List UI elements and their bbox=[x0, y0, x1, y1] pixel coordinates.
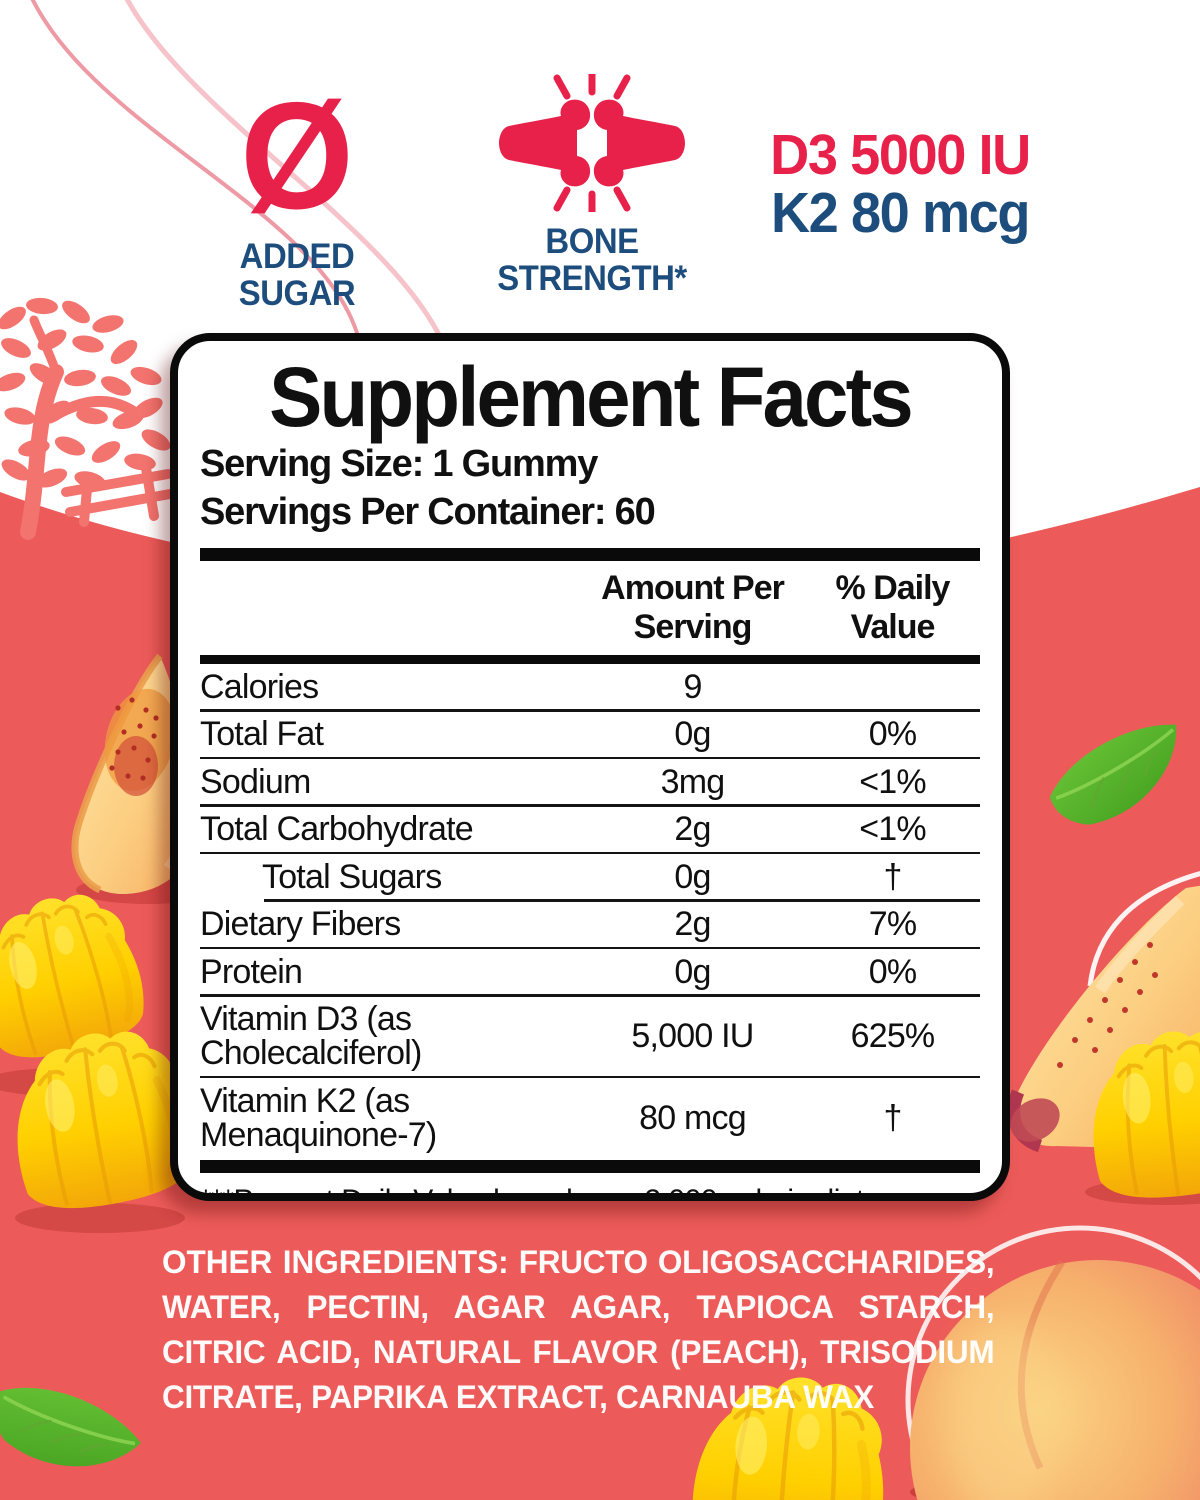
nutrition-rows: Calories 9 Total Fat 0g 0% Sodium 3mg <1… bbox=[200, 664, 980, 1157]
nutrition-row: Calories 9 bbox=[200, 664, 980, 709]
nutrient-amount: 2g bbox=[674, 905, 711, 944]
nutrient-daily-value: † bbox=[883, 857, 902, 896]
other-ingredients: OTHER INGREDIENTS: FRUCTO OLIGOSACCHARID… bbox=[162, 1240, 995, 1420]
nutrient-name: Total Fat bbox=[200, 715, 324, 754]
row-divider bbox=[200, 804, 980, 807]
nutrient-name: Total Carbohydrate bbox=[200, 810, 474, 849]
nutrient-name: Calories bbox=[200, 667, 319, 706]
row-divider bbox=[200, 756, 980, 760]
panel-title: Supplement Facts bbox=[269, 350, 914, 444]
nutrient-name: Dietary Fibers bbox=[200, 905, 401, 944]
peach-whole-icon bbox=[910, 1260, 1200, 1500]
footnote-daily-value: ***Percent Daily Value based on a 2,000 … bbox=[200, 1184, 872, 1201]
nutrient-daily-value: <1% bbox=[859, 762, 926, 801]
nutrient-name: Sodium bbox=[200, 762, 311, 801]
dosage-k2: K2 80 mcg bbox=[770, 181, 1030, 246]
nutrient-name: Vitamin K2 (as Menaquinone-7) bbox=[200, 1081, 437, 1154]
nutrition-row: Protein 0g 0% bbox=[200, 949, 980, 994]
slashed-zero-icon: Ø bbox=[240, 71, 354, 241]
row-divider bbox=[200, 709, 980, 712]
header-spacer bbox=[200, 569, 580, 647]
nutrient-daily-value: 7% bbox=[868, 905, 917, 944]
row-divider bbox=[264, 899, 980, 902]
divider-medium bbox=[200, 655, 980, 665]
table-header: Amount Per Serving % Daily Value bbox=[200, 561, 980, 655]
dosage-claim: D3 5000 IU K2 80 mcg bbox=[769, 126, 1031, 242]
nutrient-amount: 2g bbox=[674, 810, 711, 849]
nutrition-row: Vitamin K2 (as Menaquinone-7) 80 mcg † bbox=[200, 1078, 980, 1157]
nutrient-daily-value: † bbox=[883, 1098, 902, 1137]
row-divider bbox=[200, 946, 980, 950]
nutrition-row: Total Carbohydrate 2g <1% bbox=[200, 807, 980, 852]
nutrient-daily-value: <1% bbox=[859, 810, 926, 849]
nutrient-daily-value: 0% bbox=[868, 715, 917, 754]
nutrient-daily-value: 625% bbox=[850, 1017, 936, 1056]
column-amount-per-serving: Amount Per Serving bbox=[601, 569, 785, 647]
divider-thick-bottom bbox=[200, 1160, 980, 1174]
supplement-facts-panel: Supplement Facts Serving Size: 1 Gummy S… bbox=[170, 333, 1010, 1201]
column-daily-value: % Daily Value bbox=[835, 569, 951, 647]
row-divider bbox=[200, 994, 980, 997]
nutrient-amount: 0g bbox=[674, 952, 711, 991]
row-divider bbox=[200, 851, 980, 855]
other-ingredients-text: FRUCTO OLIGOSACCHARIDES, WATER, PECTIN, … bbox=[162, 1244, 995, 1415]
added-sugar-label-line1: ADDED bbox=[239, 237, 355, 276]
nutrient-amount: 80 mcg bbox=[639, 1098, 747, 1137]
nutrition-row: Dietary Fibers 2g 7% bbox=[200, 902, 980, 947]
divider-thick-top bbox=[200, 548, 980, 562]
row-divider bbox=[200, 1075, 980, 1079]
added-sugar-label-line2: SUGAR bbox=[238, 274, 356, 314]
dosage-d3: D3 5000 IU bbox=[770, 123, 1031, 187]
nutrient-amount: 3mg bbox=[660, 762, 726, 801]
nutrient-amount: 9 bbox=[683, 667, 702, 706]
bone-joint-icon bbox=[499, 70, 685, 216]
fence-icon bbox=[61, 463, 175, 527]
nutrition-row: Total Fat 0g 0% bbox=[200, 712, 980, 757]
nutrient-daily-value: 0% bbox=[868, 952, 917, 991]
white-curve-decoration bbox=[905, 871, 1200, 1500]
serving-size: Serving Size: 1 Gummy bbox=[200, 443, 598, 486]
nutrition-row: Vitamin D3 (as Cholecalciferol) 5,000 IU… bbox=[200, 997, 980, 1076]
nutrient-name: Protein bbox=[200, 952, 303, 991]
nutrient-name: Total Sugars bbox=[262, 857, 442, 896]
bone-strength-label-line1: BONE bbox=[545, 222, 639, 261]
nutrition-row: Sodium 3mg <1% bbox=[200, 759, 980, 804]
servings-per-container: Servings Per Container: 60 bbox=[200, 490, 656, 533]
nutrient-amount: 0g bbox=[674, 715, 711, 754]
other-ingredients-label: OTHER INGREDIENTS: bbox=[162, 1244, 509, 1280]
bone-strength-badge: BONE STRENGTH* bbox=[472, 70, 712, 299]
nutrient-amount: 0g bbox=[674, 857, 711, 896]
nutrition-row: Total Sugars 0g † bbox=[200, 854, 980, 899]
nutrient-name: Vitamin D3 (as Cholecalciferol) bbox=[200, 1000, 422, 1073]
nutrient-amount: 5,000 IU bbox=[631, 1017, 754, 1056]
bone-strength-label-line2: STRENGTH* bbox=[497, 259, 687, 299]
no-added-sugar-badge: Ø ADDED SUGAR bbox=[222, 80, 372, 312]
